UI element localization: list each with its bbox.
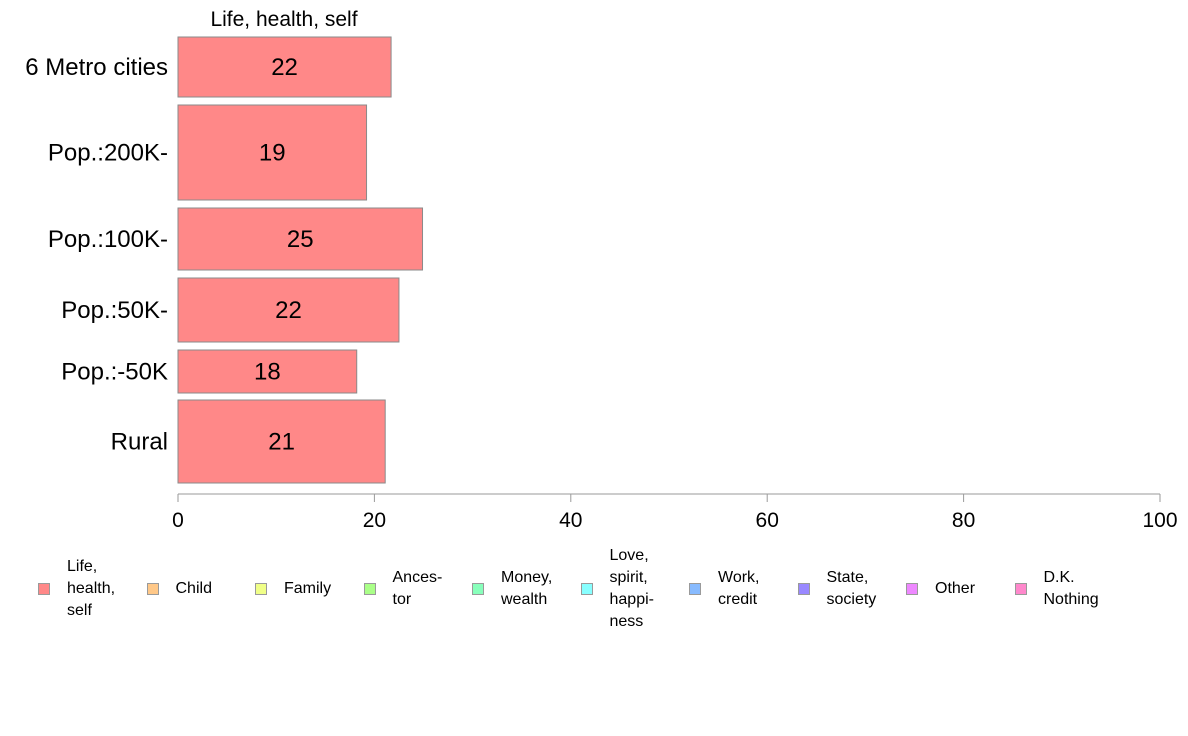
legend-item: Work, credit (689, 544, 759, 634)
legend-item: D.K. Nothing (1014, 544, 1099, 634)
x-tick-label: 60 (756, 509, 779, 532)
legend-swatch (797, 583, 810, 595)
legend-label: Money, wealth (501, 569, 553, 608)
data-label: 25 (287, 226, 314, 253)
legend-item: Money, wealth (472, 544, 552, 634)
legend-item: Family (255, 544, 331, 634)
x-tick-label: 40 (559, 509, 582, 532)
legend-swatch (146, 583, 159, 595)
bar (177, 277, 400, 343)
legend-swatch (906, 583, 918, 595)
category-label: Rural (111, 429, 168, 456)
legend-item: State, society (797, 544, 877, 634)
legend-label: D.K. Nothing (1043, 569, 1099, 608)
legend-swatch (1014, 583, 1027, 595)
category-label: Pop.:-50K (61, 359, 168, 386)
data-label: 21 (268, 429, 295, 456)
bar (177, 104, 368, 201)
legend-item: Love, spirit, happi- ness (580, 544, 654, 634)
x-tick-label: 0 (172, 509, 184, 532)
legend-swatch (255, 583, 267, 595)
legend-swatch (580, 583, 593, 595)
data-label: 22 (275, 297, 302, 324)
legend-swatch (689, 583, 701, 595)
legend-label: State, society (826, 569, 877, 608)
legend-item: Other (906, 544, 975, 634)
data-label: 22 (271, 54, 298, 81)
bar (177, 36, 392, 98)
legend-item: Ances- tor (363, 544, 443, 634)
bar (177, 399, 386, 484)
x-tick-label: 100 (1142, 509, 1177, 532)
legend-label: Other (935, 580, 976, 597)
bar (177, 349, 358, 394)
legend-swatch (38, 583, 50, 595)
category-label: Pop.:200K- (48, 140, 168, 167)
legend-label: Love, spirit, happi- ness (609, 547, 654, 630)
data-label: 18 (254, 359, 281, 386)
x-tick-label: 20 (363, 509, 386, 532)
category-label: 6 Metro cities (25, 54, 168, 81)
legend-label: Child (175, 580, 212, 597)
chart-title: Life, health, self (210, 8, 357, 31)
legend-item: Child (146, 544, 212, 634)
legend-label: Family (284, 580, 332, 597)
legend-label: Work, credit (718, 569, 760, 608)
x-tick-label: 80 (952, 509, 975, 532)
category-label: Pop.:100K- (48, 226, 168, 253)
category-label: Pop.:50K- (61, 297, 168, 324)
legend-label: Ances- tor (392, 569, 443, 608)
legend-label: Life, health, self (67, 558, 116, 619)
legend-swatch (363, 583, 376, 595)
legend-swatch (472, 583, 484, 595)
data-label: 19 (259, 140, 286, 167)
bar-chart: Life, health, self 6 Metro cities 22 Pop.:… (25, 8, 1178, 532)
bar (177, 207, 424, 271)
bars-group: 6 Metro cities 22 Pop.:200K- 19 Pop.:100K- 25… (25, 36, 424, 484)
legend: Life, health, self Child Family Ances- tor M… (38, 544, 1178, 634)
x-axis: 0 20 40 60 80 100 (172, 493, 1178, 532)
legend-item: Life, health, self (38, 544, 115, 634)
